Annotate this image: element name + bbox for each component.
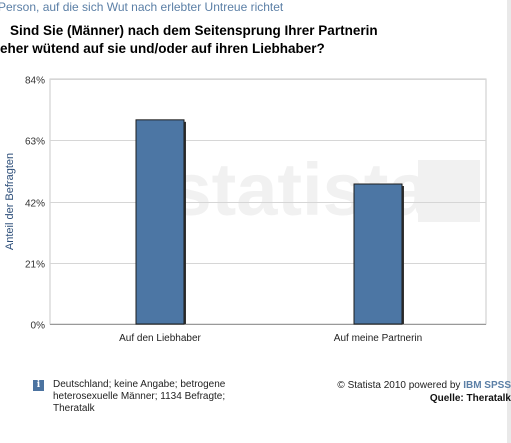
footer-note: Deutschland; keine Angabe; betrogene het…	[53, 379, 226, 414]
ibm-spss-link[interactable]: IBM SPSS	[463, 380, 511, 391]
chart-title-line-2: eher wütend auf sie und/oder auf ihren L…	[0, 41, 325, 56]
header-strip	[0, 0, 511, 18]
chart-bars	[135, 119, 404, 325]
y-tick-label: 21%	[25, 260, 45, 271]
bar[interactable]	[353, 183, 403, 325]
bar[interactable]	[135, 119, 185, 325]
y-axis-ticks: 0% 21% 42% 63% 84%	[25, 76, 45, 332]
side-panel	[507, 0, 511, 443]
x-tick-label: Auf den Liebhaber	[119, 333, 201, 344]
y-axis-label: Anteil der Befragten	[4, 153, 16, 250]
watermark-logo	[418, 160, 480, 222]
chart-title-line-1: Sind Sie (Männer) nach dem Seitensprung …	[10, 23, 378, 38]
chart-grid	[49, 78, 487, 325]
source-text: Quelle: Theratalk	[429, 393, 511, 404]
chart-caption: Person, auf die sich Wut nach erlebter U…	[0, 0, 284, 14]
y-tick-label: 63%	[25, 137, 45, 148]
copyright-text: © Statista 2010 powered by	[337, 380, 464, 391]
y-tick-label: 42%	[25, 199, 45, 210]
y-tick-label: 84%	[25, 76, 45, 87]
info-icon[interactable]: i	[33, 380, 44, 391]
y-tick-label: 0%	[31, 321, 46, 332]
statista-watermark: statista	[170, 148, 480, 231]
footer-credits: © Statista 2010 powered by IBM SPSS Quel…	[337, 379, 511, 405]
x-axis-ticks: Auf den Liebhaber Auf meine Partnerin	[119, 333, 422, 344]
x-tick-label: Auf meine Partnerin	[334, 333, 422, 344]
